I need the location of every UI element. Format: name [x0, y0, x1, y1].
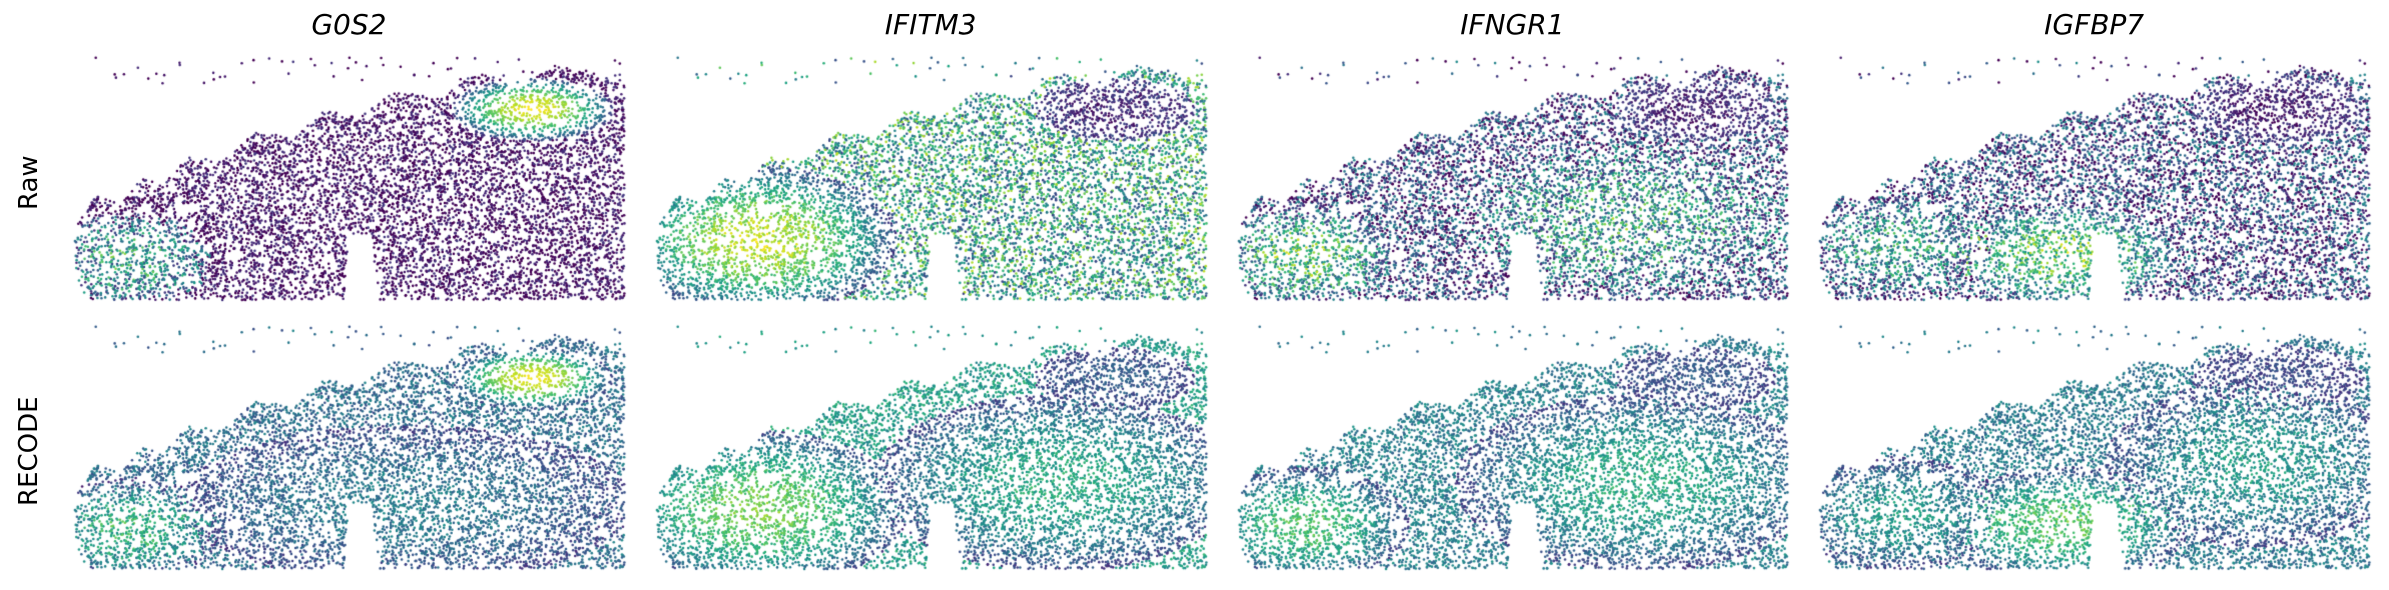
col-title-2: IFNGR1: [1226, 4, 1800, 44]
row-title-1: RECODE: [4, 321, 54, 582]
row-title-label: Raw: [14, 155, 44, 210]
panel-raw-g0s2: [62, 52, 636, 313]
spatial-canvas: [644, 321, 1218, 582]
panel-raw-ifngr1: [1226, 52, 1800, 313]
col-title-label: IFITM3: [885, 8, 977, 41]
panel-recode-ifngr1: [1226, 321, 1800, 582]
spatial-canvas: [1226, 52, 1800, 313]
panel-recode-igfbp7: [1807, 321, 2381, 582]
row-title-label: RECODE: [14, 397, 44, 507]
panel-raw-ifitm3: [644, 52, 1218, 313]
col-title-3: IGFBP7: [1807, 4, 2381, 44]
col-title-label: IGFBP7: [2044, 8, 2144, 41]
spatial-canvas: [1226, 321, 1800, 582]
row-title-0: Raw: [4, 52, 54, 313]
spatial-canvas: [1807, 52, 2381, 313]
spatial-canvas: [1807, 321, 2381, 582]
col-title-1: IFITM3: [644, 4, 1218, 44]
figure-grid: G0S2 IFITM3 IFNGR1 IGFBP7 Raw RECODE: [0, 0, 2389, 590]
col-title-label: IFNGR1: [1460, 8, 1564, 41]
col-title-0: G0S2: [62, 4, 636, 44]
panel-recode-ifitm3: [644, 321, 1218, 582]
spatial-canvas: [62, 321, 636, 582]
panel-recode-g0s2: [62, 321, 636, 582]
spatial-canvas: [62, 52, 636, 313]
grid-corner: [4, 4, 54, 44]
spatial-canvas: [644, 52, 1218, 313]
col-title-label: G0S2: [311, 8, 386, 41]
panel-raw-igfbp7: [1807, 52, 2381, 313]
